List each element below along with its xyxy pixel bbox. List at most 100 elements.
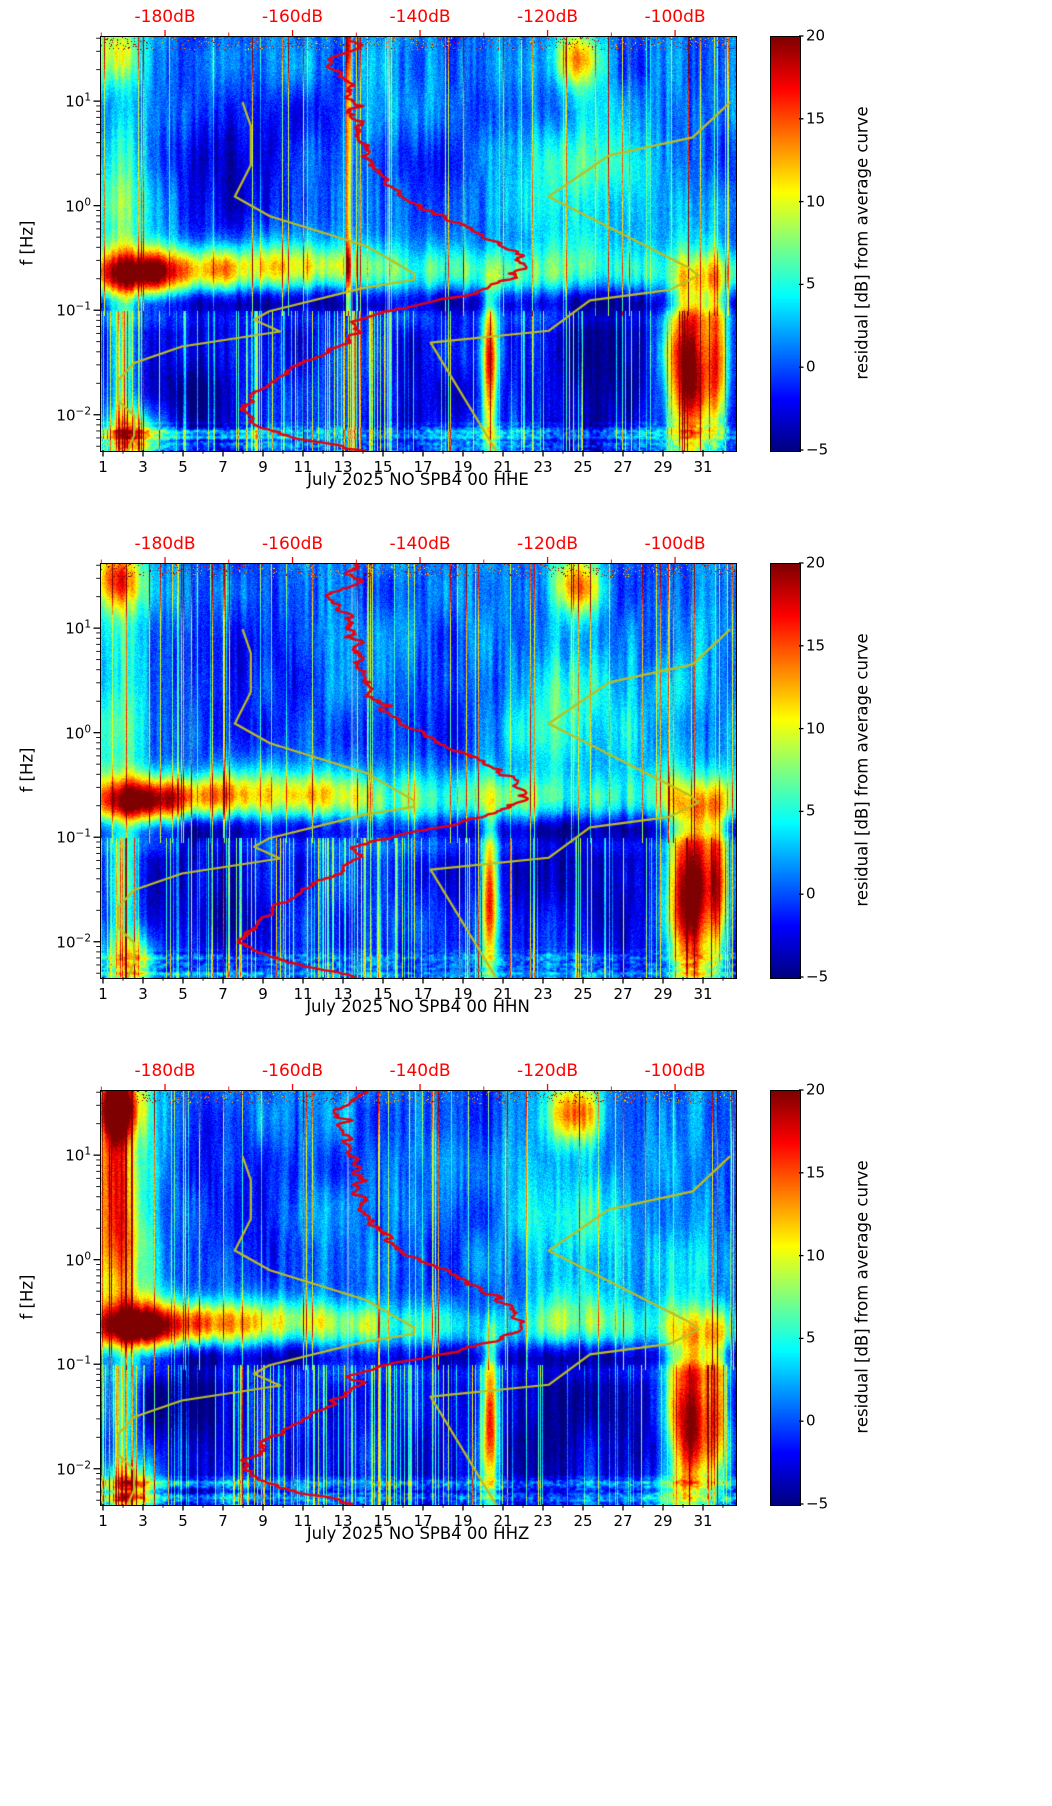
plot-area bbox=[100, 1090, 737, 1506]
y-tick-label: 10−2 bbox=[56, 1459, 91, 1479]
colorbar-tick-label: 0 bbox=[806, 357, 816, 376]
x-tick-label: 31 bbox=[693, 458, 713, 476]
x-tick-label: 13 bbox=[333, 985, 353, 1003]
x-axis-title: July 2025 NO SPB4 00 HHN bbox=[306, 997, 530, 1016]
x-tick-label: 25 bbox=[573, 985, 593, 1003]
x-tick-label: 9 bbox=[258, 458, 268, 476]
top-db-tick-label: -140dB bbox=[389, 1061, 451, 1081]
x-tick-label: 11 bbox=[293, 985, 313, 1003]
colorbar-tick-label: 10 bbox=[806, 718, 826, 737]
y-axis-label: f [Hz] bbox=[17, 747, 37, 793]
x-tick-label: 31 bbox=[693, 1512, 713, 1530]
x-tick-label: 17 bbox=[413, 458, 433, 476]
x-tick-label: 23 bbox=[533, 1512, 553, 1530]
x-tick-label: 11 bbox=[293, 1512, 313, 1530]
y-tick-label: 10−2 bbox=[56, 405, 91, 425]
top-db-tick-label: -180dB bbox=[134, 7, 196, 27]
x-tick-label: 15 bbox=[373, 985, 393, 1003]
colorbar-tick-label: 10 bbox=[806, 1245, 826, 1264]
plot-area bbox=[100, 36, 737, 452]
x-tick-label: 17 bbox=[413, 985, 433, 1003]
x-tick-label: 9 bbox=[258, 985, 268, 1003]
y-axis-label: f [Hz] bbox=[17, 220, 37, 266]
x-tick-label: 13 bbox=[333, 1512, 353, 1530]
spectrogram-heatmap bbox=[101, 1091, 736, 1505]
x-tick-label: 13 bbox=[333, 458, 353, 476]
x-tick-label: 27 bbox=[613, 1512, 633, 1530]
top-db-tick-label: -160dB bbox=[262, 1061, 324, 1081]
colorbar-tick-label: 20 bbox=[806, 553, 826, 572]
x-tick-label: 5 bbox=[178, 458, 188, 476]
colorbar-label: residual [dB] from average curve bbox=[852, 1160, 872, 1434]
colorbar-tick-label: −5 bbox=[806, 1494, 829, 1513]
x-tick-label: 29 bbox=[653, 458, 673, 476]
y-tick-label: 101 bbox=[65, 1145, 91, 1165]
y-tick-label: 10−1 bbox=[56, 300, 91, 320]
x-tick-label: 27 bbox=[613, 985, 633, 1003]
top-db-tick-label: -140dB bbox=[389, 534, 451, 554]
x-tick-label: 21 bbox=[493, 985, 513, 1003]
top-db-tick-label: -120dB bbox=[517, 1061, 579, 1081]
x-tick-label: 21 bbox=[493, 1512, 513, 1530]
top-db-tick-label: -100dB bbox=[644, 7, 706, 27]
x-tick-label: 1 bbox=[98, 458, 108, 476]
x-tick-label: 15 bbox=[373, 458, 393, 476]
spectrogram-panel-hhe: f [Hz] residual [dB] from average curve … bbox=[0, 0, 1052, 527]
top-db-tick-label: -140dB bbox=[389, 7, 451, 27]
x-tick-label: 21 bbox=[493, 458, 513, 476]
x-tick-label: 1 bbox=[98, 985, 108, 1003]
x-tick-label: 15 bbox=[373, 1512, 393, 1530]
colorbar bbox=[770, 563, 801, 979]
x-axis-title: July 2025 NO SPB4 00 HHE bbox=[307, 470, 529, 489]
top-db-tick-label: -160dB bbox=[262, 534, 324, 554]
colorbar-gradient bbox=[771, 37, 800, 451]
colorbar-tick-label: 15 bbox=[806, 1163, 826, 1182]
colorbar-tick-label: 5 bbox=[806, 274, 816, 293]
top-db-tick-label: -120dB bbox=[517, 7, 579, 27]
y-tick-label: 100 bbox=[65, 723, 91, 743]
x-tick-label: 23 bbox=[533, 458, 553, 476]
x-tick-label: 29 bbox=[653, 985, 673, 1003]
x-tick-label: 19 bbox=[453, 458, 473, 476]
y-tick-label: 101 bbox=[65, 618, 91, 638]
x-tick-label: 29 bbox=[653, 1512, 673, 1530]
colorbar-label: residual [dB] from average curve bbox=[852, 633, 872, 907]
colorbar-tick-label: 20 bbox=[806, 1080, 826, 1099]
top-db-tick-label: -100dB bbox=[644, 1061, 706, 1081]
colorbar bbox=[770, 36, 801, 452]
colorbar-tick-label: 15 bbox=[806, 636, 826, 655]
x-tick-label: 5 bbox=[178, 985, 188, 1003]
x-tick-label: 27 bbox=[613, 458, 633, 476]
colorbar-tick-label: 0 bbox=[806, 1411, 816, 1430]
colorbar-tick-label: −5 bbox=[806, 967, 829, 986]
top-db-tick-label: -160dB bbox=[262, 7, 324, 27]
y-axis-label: f [Hz] bbox=[17, 1274, 37, 1320]
colorbar-tick-label: 20 bbox=[806, 26, 826, 45]
x-tick-label: 3 bbox=[138, 985, 148, 1003]
x-tick-label: 1 bbox=[98, 1512, 108, 1530]
y-tick-label: 100 bbox=[65, 196, 91, 216]
top-db-tick-label: -180dB bbox=[134, 1061, 196, 1081]
x-tick-label: 19 bbox=[453, 985, 473, 1003]
x-axis-title: July 2025 NO SPB4 00 HHZ bbox=[306, 1524, 530, 1543]
x-tick-label: 17 bbox=[413, 1512, 433, 1530]
plot-area bbox=[100, 563, 737, 979]
x-tick-label: 5 bbox=[178, 1512, 188, 1530]
spectrogram-panel-hhn: f [Hz] residual [dB] from average curve … bbox=[0, 527, 1052, 1054]
colorbar-label: residual [dB] from average curve bbox=[852, 106, 872, 380]
x-tick-label: 25 bbox=[573, 458, 593, 476]
y-tick-label: 10−2 bbox=[56, 932, 91, 952]
colorbar-tick-label: 15 bbox=[806, 109, 826, 128]
y-tick-label: 100 bbox=[65, 1250, 91, 1270]
x-tick-label: 7 bbox=[218, 1512, 228, 1530]
colorbar-tick-label: 5 bbox=[806, 801, 816, 820]
colorbar-gradient bbox=[771, 1091, 800, 1505]
x-tick-label: 9 bbox=[258, 1512, 268, 1530]
x-tick-label: 3 bbox=[138, 458, 148, 476]
colorbar-tick-label: 5 bbox=[806, 1328, 816, 1347]
spectrogram-heatmap bbox=[101, 564, 736, 978]
x-tick-label: 7 bbox=[218, 985, 228, 1003]
x-tick-label: 25 bbox=[573, 1512, 593, 1530]
x-tick-label: 31 bbox=[693, 985, 713, 1003]
